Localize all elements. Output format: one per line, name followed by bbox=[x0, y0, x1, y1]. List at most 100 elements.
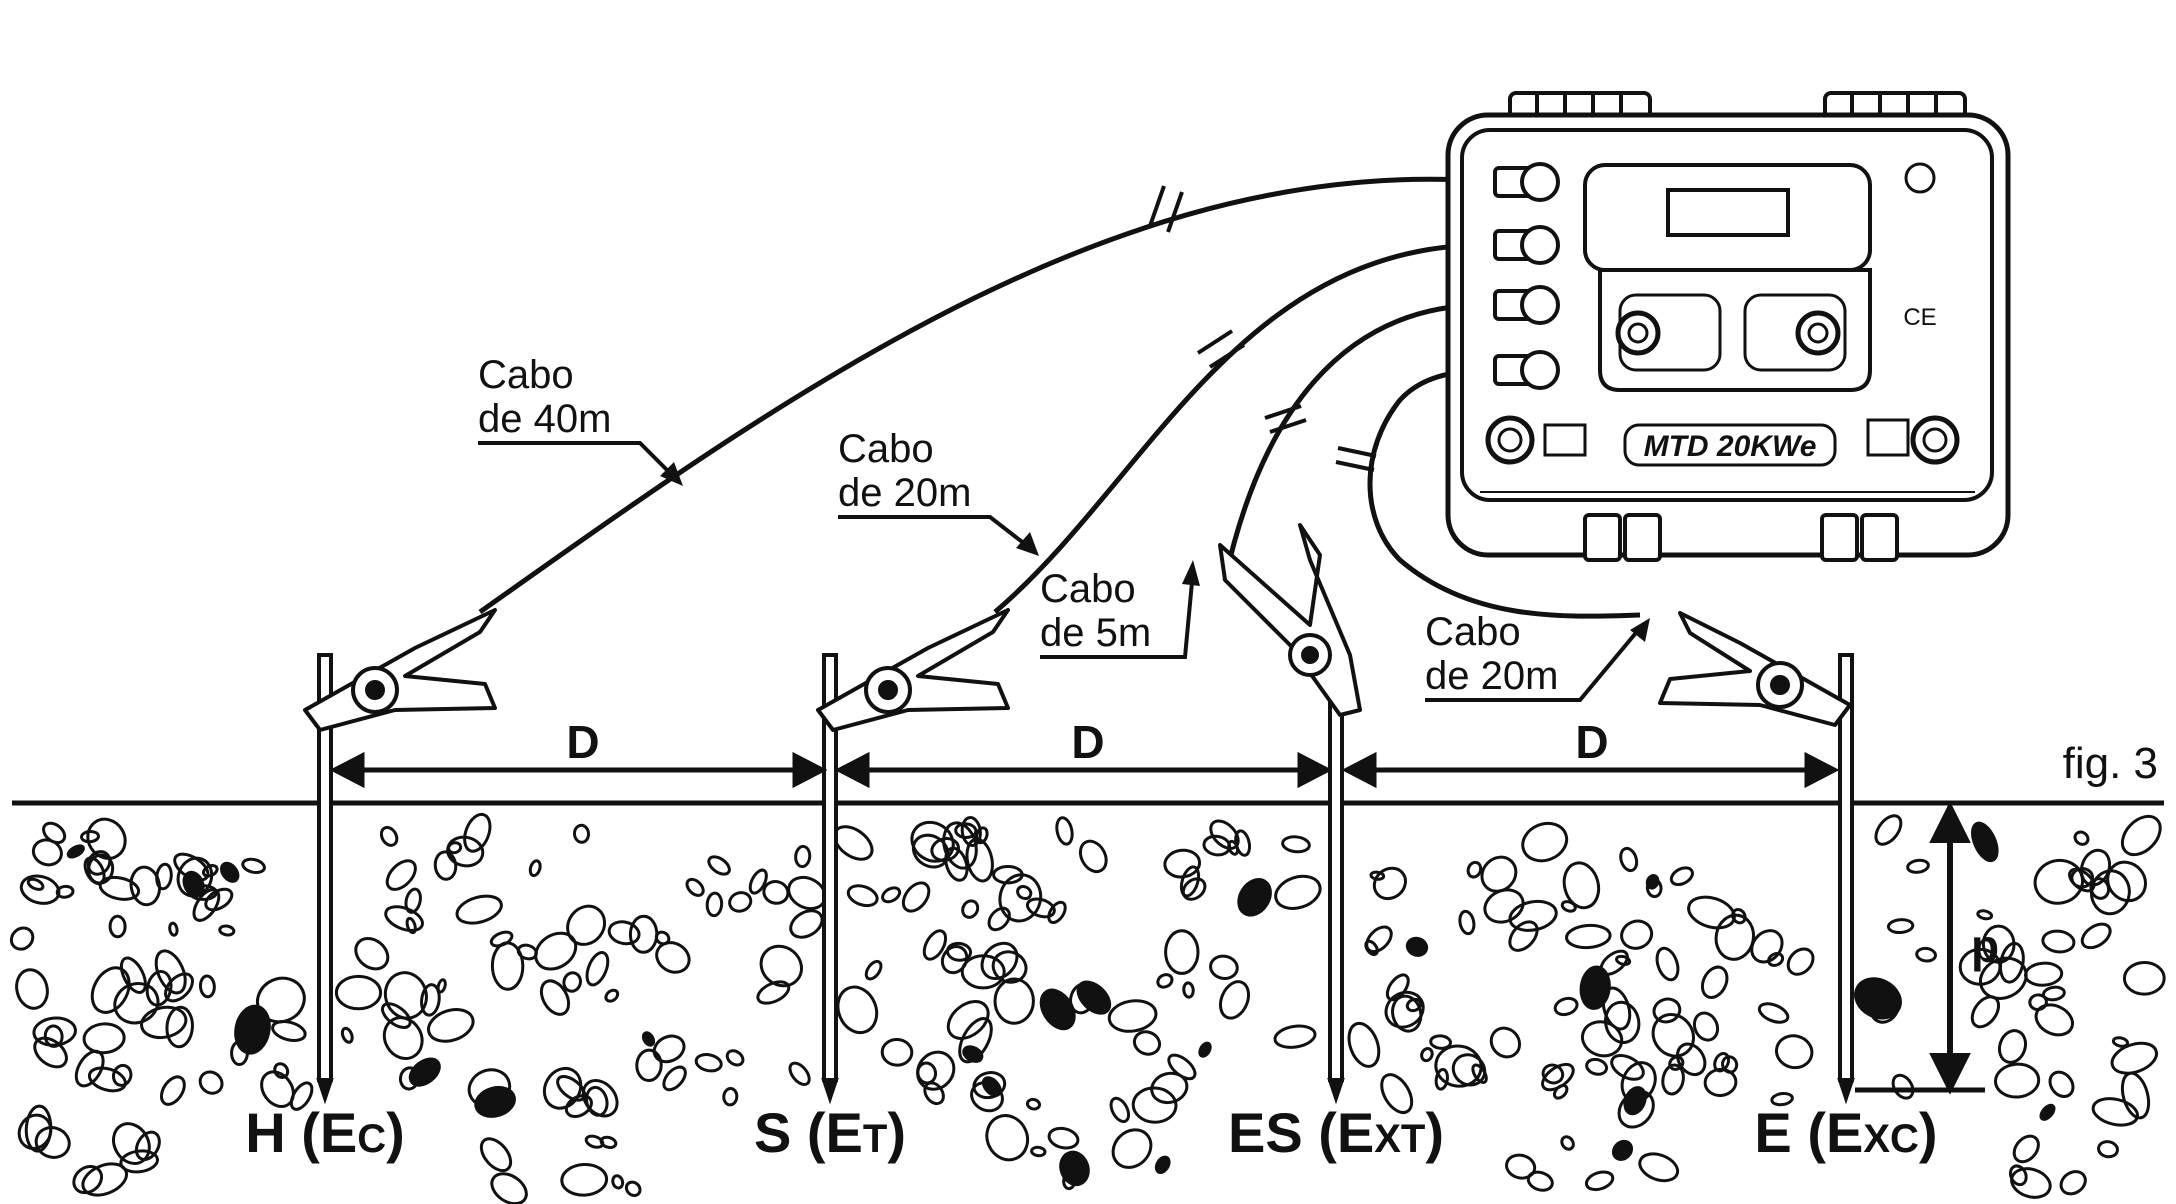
soil-stone bbox=[420, 983, 441, 1017]
soil-stone bbox=[1757, 1002, 1790, 1024]
soil-stone bbox=[1604, 1000, 1641, 1044]
soil-stone bbox=[981, 1076, 1002, 1097]
cable-labels: Cabo de 40m Cabo de 20m Cabo de 5m Cabo de 2… bbox=[478, 353, 1558, 698]
soil-stone bbox=[705, 891, 724, 918]
soil-stone bbox=[528, 859, 542, 878]
soil-stone bbox=[26, 877, 45, 891]
soil-stone bbox=[1451, 1053, 1487, 1087]
soil-stone bbox=[641, 1031, 656, 1047]
soil-stone bbox=[2039, 1103, 2056, 1121]
soil-stone bbox=[219, 861, 240, 883]
soil-stone bbox=[1281, 835, 1311, 854]
soil-stone bbox=[256, 976, 306, 1024]
soil-stone bbox=[164, 972, 194, 1003]
soil-stone bbox=[944, 846, 969, 882]
soil-stone bbox=[43, 1024, 64, 1048]
soil-stone bbox=[80, 829, 100, 844]
soil-stone bbox=[334, 974, 383, 1011]
soil-stone bbox=[1016, 884, 1033, 901]
soil-stone bbox=[1391, 994, 1423, 1033]
cable-20m-s-line1: Cabo bbox=[838, 427, 934, 471]
soil-stone bbox=[685, 877, 705, 897]
soil-stone bbox=[748, 868, 768, 895]
soil-stone bbox=[2122, 960, 2166, 996]
soil-stone bbox=[980, 941, 1019, 980]
soil-stone bbox=[66, 844, 85, 859]
soil-texture bbox=[9, 812, 2166, 1204]
soil-stone bbox=[1767, 952, 1785, 967]
soil-stone bbox=[1994, 1062, 2041, 1099]
soil-stone bbox=[1047, 1126, 1080, 1150]
soil-stone bbox=[1274, 874, 1322, 910]
cable-5m-line2: de 5m bbox=[1040, 611, 1151, 655]
soil-stone bbox=[611, 1174, 625, 1190]
soil-stone bbox=[961, 899, 980, 919]
soil-stone bbox=[385, 859, 417, 891]
soil-stone bbox=[33, 1036, 68, 1069]
soil-stone bbox=[1111, 1128, 1153, 1169]
soil-stone bbox=[2091, 1097, 2139, 1127]
soil-stone bbox=[273, 1062, 290, 1079]
soil-stone bbox=[2080, 922, 2112, 950]
soil-stone bbox=[728, 891, 753, 913]
soil-stone bbox=[1209, 819, 1240, 850]
soil-stone bbox=[260, 1070, 295, 1108]
soil-stone bbox=[1163, 848, 1202, 879]
cable-label-arrowheads bbox=[660, 462, 1650, 642]
soil-stone bbox=[911, 833, 950, 869]
soil-stone bbox=[1025, 1097, 1042, 1111]
soil-stone bbox=[154, 949, 187, 995]
soil-stone bbox=[204, 887, 234, 912]
soil-stone bbox=[1652, 997, 1682, 1024]
soil-stone bbox=[2120, 1071, 2151, 1120]
soil-stone bbox=[1915, 946, 1937, 963]
soil-stone bbox=[1150, 1071, 1189, 1105]
clamp-h bbox=[303, 608, 497, 732]
soil-stone bbox=[910, 820, 955, 863]
soil-stone bbox=[241, 857, 266, 875]
soil-stone bbox=[379, 825, 399, 847]
soil-stone bbox=[1655, 946, 1680, 982]
soil-stone bbox=[572, 823, 591, 844]
soil-stone bbox=[1030, 1145, 1047, 1158]
soil-stone bbox=[86, 817, 127, 860]
soil-stone bbox=[1405, 997, 1423, 1013]
soil-stone bbox=[119, 956, 147, 994]
soil-stone bbox=[1638, 1152, 1680, 1183]
soil-stone bbox=[1025, 897, 1056, 919]
cable-40m-line1: Cabo bbox=[478, 353, 574, 397]
soil-stone bbox=[1615, 954, 1632, 966]
soil-stone bbox=[87, 1066, 127, 1093]
soil-stone bbox=[1661, 1063, 1685, 1096]
soil-stone bbox=[794, 844, 812, 869]
soil-stone bbox=[165, 1005, 194, 1049]
cable-20m-e-line1: Cabo bbox=[1425, 610, 1521, 654]
distance-label-3: D bbox=[1575, 716, 1608, 768]
soil-stone bbox=[2097, 1140, 2119, 1159]
soil-stone bbox=[289, 1081, 314, 1111]
soil-stone bbox=[72, 1165, 104, 1195]
soil-stone bbox=[383, 971, 428, 1020]
soil-stone bbox=[655, 941, 691, 974]
soil-stone bbox=[954, 822, 978, 840]
soil-stone bbox=[1669, 866, 1694, 887]
soil-stone bbox=[881, 886, 902, 904]
soil-stone bbox=[1164, 929, 1200, 975]
soil-stone bbox=[1714, 913, 1756, 961]
soil-stone bbox=[1610, 1054, 1645, 1081]
soil-stone bbox=[1619, 846, 1639, 873]
soil-stone bbox=[340, 1026, 354, 1044]
soil-stone bbox=[17, 1113, 53, 1150]
distance-label-1: D bbox=[566, 716, 599, 768]
soil-stone bbox=[1891, 1073, 1915, 1100]
soil-stone bbox=[958, 1017, 993, 1064]
soil-stone bbox=[542, 1066, 583, 1110]
soil-stone bbox=[2068, 867, 2096, 893]
soil-stone bbox=[182, 870, 205, 898]
soil-stone bbox=[19, 874, 61, 905]
soil-stone bbox=[405, 916, 417, 935]
soil-stone bbox=[945, 941, 973, 962]
soil-stone bbox=[946, 1000, 990, 1040]
cable-h bbox=[478, 176, 1496, 615]
soil-stone bbox=[1347, 1021, 1381, 1068]
